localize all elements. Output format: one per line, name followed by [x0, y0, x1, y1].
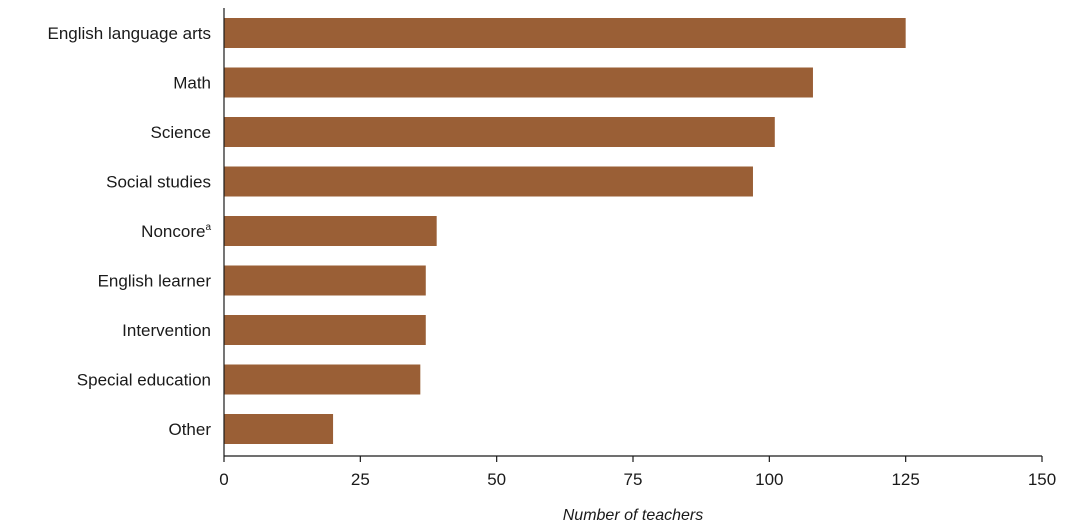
x-axis-title: Number of teachers	[563, 507, 704, 524]
x-tick-label: 50	[487, 470, 506, 489]
x-tick-label: 75	[624, 470, 643, 489]
category-label: Other	[168, 420, 211, 439]
bar-intervention	[224, 315, 426, 345]
category-label: English learner	[98, 272, 212, 291]
category-label: Math	[173, 74, 211, 93]
x-tick-label: 25	[351, 470, 370, 489]
x-tick-label: 100	[755, 470, 783, 489]
category-label: Science	[151, 123, 211, 142]
bar-science	[224, 117, 775, 147]
category-label: Intervention	[122, 321, 211, 340]
category-labels: English language arts Math Science Social s…	[47, 24, 211, 439]
bar-social-studies	[224, 166, 753, 197]
bars-group	[224, 18, 906, 444]
category-label: English language arts	[47, 24, 211, 43]
category-label: Special education	[77, 371, 211, 390]
bar-noncore	[224, 216, 437, 246]
x-tick-label: 0	[219, 470, 228, 489]
x-axis-ticks: 0 25 50 75 100 125 150	[219, 456, 1056, 489]
x-tick-label: 150	[1028, 470, 1056, 489]
bar-english-language-arts	[224, 18, 906, 48]
category-label: Social studies	[106, 173, 211, 192]
bar-math	[224, 67, 813, 98]
bar-special-education	[224, 364, 421, 395]
bar-english-learner	[224, 265, 426, 296]
x-tick-label: 125	[891, 470, 919, 489]
bar-other	[224, 414, 334, 444]
category-label: Noncorea	[141, 222, 211, 241]
